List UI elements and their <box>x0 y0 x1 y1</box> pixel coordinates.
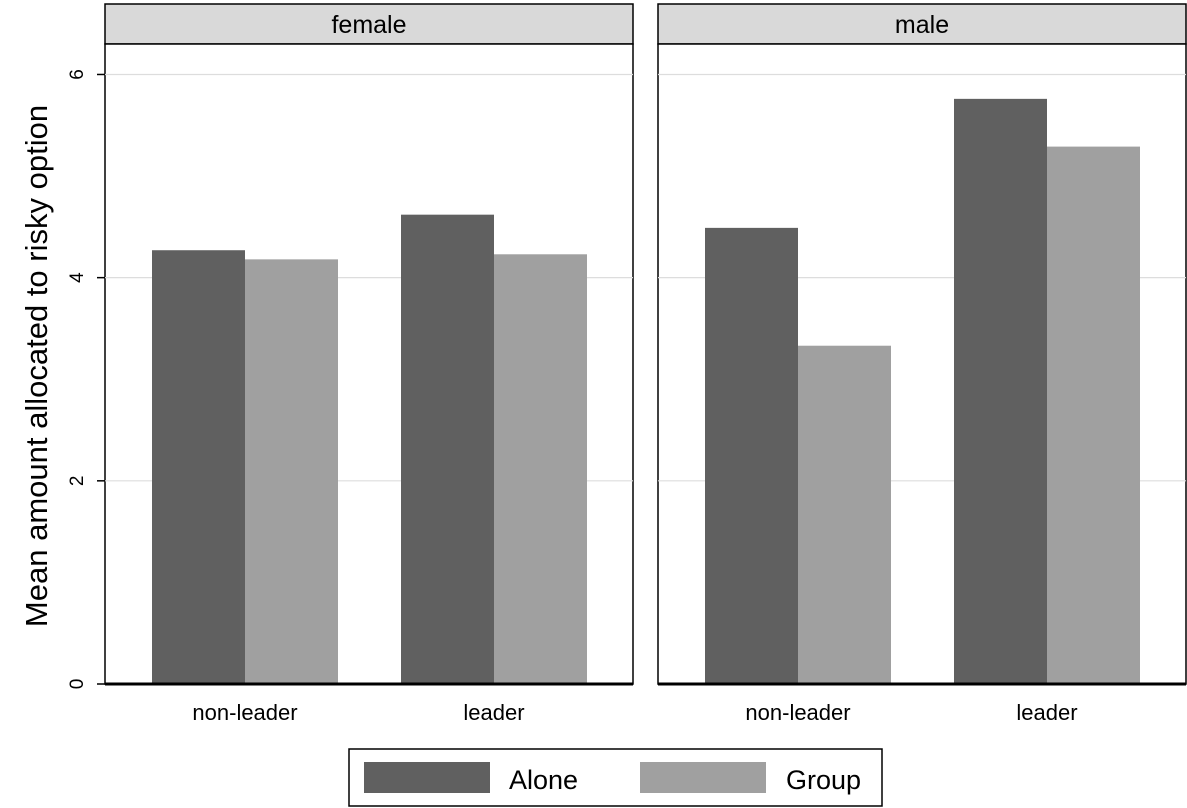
y-tick-label-2: 2 <box>67 476 88 487</box>
legend: Alone Group <box>348 748 883 807</box>
panel-male: male non-leader leader <box>657 3 1187 725</box>
y-ticks: 0 2 4 6 <box>67 69 105 689</box>
y-tick-label-4: 4 <box>67 272 88 283</box>
bar-female-non-leader-alone <box>152 250 245 684</box>
bar-female-leader-alone <box>401 214 494 684</box>
panel-strip <box>657 3 1187 45</box>
panel-female: female 0 2 4 6 non-leader leader <box>67 3 634 725</box>
bar-male-non-leader-alone <box>705 227 798 684</box>
legend-swatch-group <box>640 762 766 793</box>
y-tick-label-0: 0 <box>67 679 88 690</box>
x-tick-label-non-leader: non-leader <box>192 700 297 725</box>
panel-title: female <box>331 11 406 39</box>
bar-female-non-leader-group <box>245 259 338 684</box>
bar-male-leader-alone <box>954 98 1047 685</box>
legend-swatch-alone <box>364 762 490 793</box>
panel-strip <box>104 3 634 45</box>
x-tick-label-leader: leader <box>463 700 524 725</box>
bar-female-leader-group <box>494 254 587 685</box>
x-tick-label-leader: leader <box>1016 700 1077 725</box>
bars <box>705 98 1140 685</box>
bars <box>152 214 587 685</box>
bar-male-leader-group <box>1047 146 1140 685</box>
x-tick-label-non-leader: non-leader <box>745 700 850 725</box>
legend-label-alone: Alone <box>509 765 578 795</box>
bar-male-non-leader-group <box>798 345 891 684</box>
y-axis-title: Mean amount allocated to risky option <box>19 105 54 627</box>
legend-label-group: Group <box>786 765 861 795</box>
x-category-labels: non-leader leader <box>192 700 524 725</box>
x-category-labels: non-leader leader <box>745 700 1077 725</box>
panel-title: male <box>895 11 949 39</box>
y-tick-label-6: 6 <box>67 69 88 80</box>
